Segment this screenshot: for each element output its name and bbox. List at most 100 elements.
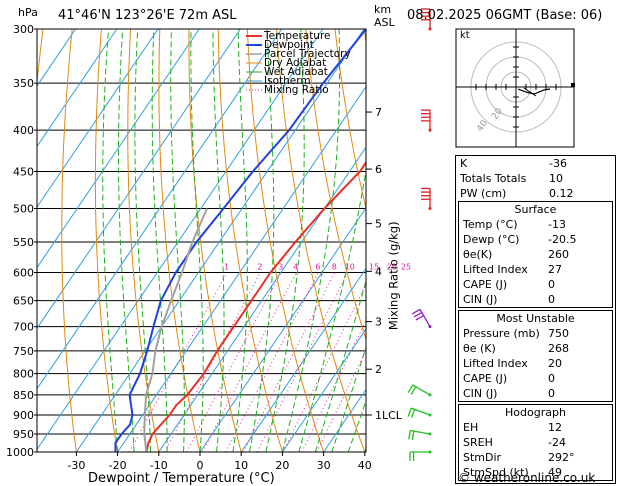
surface-li-label: Lifted Index	[463, 263, 528, 276]
wet-adiabat-line	[265, 29, 305, 452]
dry-adiabat-line	[217, 29, 283, 452]
dewpoint-line	[114, 29, 366, 452]
km-axis-label: km	[374, 3, 392, 16]
eh-label: EH	[463, 421, 479, 434]
mu-theta-value: 268	[548, 342, 569, 355]
mixing-ratio-line	[225, 272, 319, 452]
wet-adiabat-line	[281, 29, 341, 452]
wet-adiabat-line	[212, 29, 225, 452]
km-tick-label: 3	[375, 316, 382, 329]
surface-theta-label: θe(K)	[463, 248, 493, 261]
surface-box: Surface Temp (°C) -13 Dewp (°C) -20.5 θe(K…	[458, 201, 613, 308]
mu-li-value: 20	[548, 357, 562, 370]
dry-adiabat-line	[188, 29, 242, 452]
legend-dewpoint: Dewpoint	[264, 39, 314, 51]
surface-dewp-label: Dewp (°C)	[463, 233, 520, 246]
km-tick-label: 6	[375, 163, 382, 176]
wet-adiabat-line	[347, 399, 366, 452]
surface-dewp-value: -20.5	[548, 233, 577, 246]
surface-temp-label: Temp (°C)	[463, 218, 518, 231]
plot-frame	[36, 28, 367, 453]
isotherm-line	[37, 29, 77, 87]
hodograph-kt-label: kt	[460, 30, 470, 41]
mu-theta-label: θe (K)	[463, 342, 496, 355]
dry-adiabat-line	[61, 29, 77, 452]
surface-cin-label: CIN (J)	[463, 293, 498, 306]
legend-parcel: Parcel Trajectory	[264, 48, 351, 60]
mu-cin-value: 0	[548, 387, 555, 400]
tt-label: Totals Totals	[460, 172, 527, 185]
x-tick-label: 10	[234, 459, 248, 472]
isotherm-line	[37, 29, 283, 390]
mixing-ratio-label: 25	[401, 263, 411, 272]
legend-dry-adiabat: Dry Adiabat	[264, 57, 327, 69]
dry-adiabat-line	[334, 29, 366, 211]
mixing-ratio-label: 20	[387, 263, 397, 272]
surface-cape-label: CAPE (J)	[463, 278, 508, 291]
km-tick-label: 4	[375, 265, 382, 278]
km-tick-label: 5	[375, 218, 382, 231]
surface-theta-value: 260	[548, 248, 569, 261]
legend-temperature: Temperature	[264, 30, 331, 42]
mixing-ratio-label: 1	[224, 263, 229, 272]
dry-adiabat-line	[305, 29, 366, 342]
mu-pressure-value: 750	[548, 327, 569, 340]
copyright-text: © weatheronline.co.uk	[458, 471, 596, 485]
k-value: -36	[549, 157, 567, 170]
surface-cape-value: 0	[548, 278, 555, 291]
surface-title: Surface	[514, 203, 557, 216]
sreh-label: SREH	[463, 436, 493, 449]
isotherm-line	[199, 206, 366, 452]
isotherm-line	[37, 29, 200, 269]
km-tick-label: 1LCL	[375, 409, 403, 422]
legend-isotherm: Isotherm	[264, 75, 311, 87]
isotherm-line	[37, 29, 159, 208]
legend-wet-adiabat: Wet Adiabat	[264, 66, 328, 78]
wet-adiabat-line	[170, 29, 185, 452]
pressure-tick-label: 500	[13, 202, 34, 215]
mixing-ratio-line	[202, 272, 297, 452]
dry-adiabat-line	[127, 29, 160, 452]
stmspd-label: StmSpd (kt)	[463, 466, 529, 479]
surface-temp-value: -13	[548, 218, 566, 231]
x-tick-label: 40	[358, 459, 372, 472]
hodograph-marker	[571, 83, 575, 87]
k-label: K	[460, 157, 468, 170]
mixing-ratio-label: 4	[293, 263, 298, 272]
pressure-tick-label: 300	[13, 23, 34, 36]
wet-adiabat-line	[151, 29, 168, 452]
pressure-tick-label: 650	[13, 295, 34, 308]
pw-label: PW (cm)	[460, 187, 507, 200]
mixing-ratio-label: 8	[332, 263, 337, 272]
wind-barb	[408, 429, 432, 441]
pressure-tick-label: 350	[13, 77, 34, 90]
x-tick-label: 30	[317, 459, 331, 472]
pressure-tick-label: 450	[13, 165, 34, 178]
hodograph-box: Hodograph EH 12 SREH -24 StmDir 292° StmSpd…	[458, 404, 613, 481]
pressure-tick-label: 800	[13, 368, 34, 381]
stmdir-value: 292°	[548, 451, 575, 464]
wet-adiabat-line	[118, 29, 135, 452]
pressure-tick-label: 400	[13, 124, 34, 137]
wind-barb	[421, 187, 432, 210]
mu-li-label: Lifted Index	[463, 357, 528, 370]
mixing-ratio-label: 3	[278, 263, 283, 272]
isotherm-line	[240, 267, 366, 452]
hodograph-trace	[517, 88, 551, 95]
wind-barb	[421, 8, 432, 31]
dry-adiabat-line	[94, 29, 119, 452]
pressure-tick-label: 550	[13, 236, 34, 249]
surface-cin-value: 0	[548, 293, 555, 306]
dry-adiabat-line	[276, 29, 366, 452]
x-tick-label: -20	[109, 459, 127, 472]
mixing-ratio-label: 15	[369, 263, 379, 272]
pressure-tick-label: 850	[13, 389, 34, 402]
legend-mixing-ratio: Mixing Ratio	[264, 84, 329, 96]
km-tick-label: 7	[375, 106, 382, 119]
wet-adiabat-line	[314, 279, 366, 452]
wind-barb	[421, 109, 432, 132]
most-unstable-title: Most Unstable	[496, 312, 575, 325]
mu-cape-label: CAPE (J)	[463, 372, 508, 385]
isotherm-line	[75, 29, 365, 452]
